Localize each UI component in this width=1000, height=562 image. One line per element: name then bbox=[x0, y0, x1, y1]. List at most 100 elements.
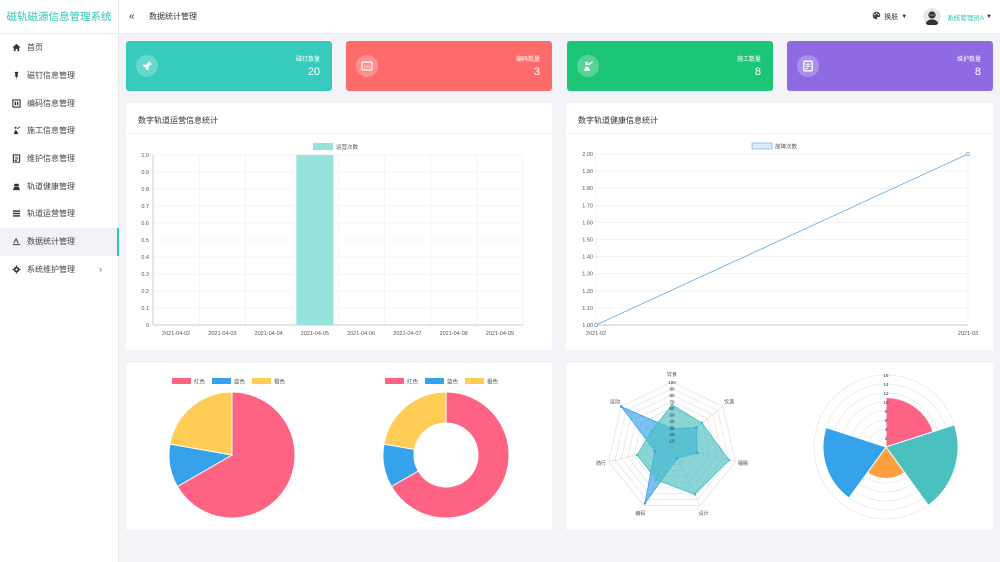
r-tick-label: 10 bbox=[883, 400, 889, 405]
axis-label: 睡眠 bbox=[738, 460, 748, 467]
y-tick-label: 2.00 bbox=[582, 152, 593, 158]
stat-card-pins[interactable]: 磁钉数量 20 bbox=[126, 41, 332, 91]
x-tick-label: 2021-04-09 bbox=[486, 331, 514, 337]
sidebar-item-code[interactable]: 编码信息管理 bbox=[0, 89, 118, 117]
sidebar-item-statistics[interactable]: 数据统计管理 bbox=[0, 227, 119, 256]
radar-point bbox=[727, 458, 731, 462]
y-tick-label: 0.9 bbox=[141, 170, 149, 176]
construction-icon bbox=[11, 126, 21, 136]
x-tick-label: 2021-04-08 bbox=[440, 331, 468, 337]
stat-label: 编码数量 bbox=[515, 57, 540, 63]
legend-swatch bbox=[172, 378, 191, 384]
user-menu[interactable]: 系统管理员A ▼ bbox=[947, 12, 992, 22]
pie-slice bbox=[390, 391, 510, 519]
r-tick-label: 100 bbox=[668, 380, 676, 385]
code-icon bbox=[11, 98, 21, 108]
radar-point bbox=[676, 456, 679, 460]
r-tick-label: 70 bbox=[669, 400, 675, 405]
panel-radar-polar: 10 20 30 40 50 60 70 80 90 100 饮食 饮酒 睡眠 设计 编码 骑行 运动 2 4 6 8 1… bbox=[566, 363, 993, 530]
sidebar-item-label: 施工信息管理 bbox=[27, 126, 75, 136]
polar-segment bbox=[885, 424, 959, 506]
radar-point bbox=[650, 429, 653, 433]
skin-switch-button[interactable]: 换肤 ▼ bbox=[872, 11, 907, 22]
x-tick-label: 2021-04-04 bbox=[255, 331, 283, 337]
y-tick-label: 1.10 bbox=[582, 306, 593, 312]
axis-label: 骑行 bbox=[596, 460, 606, 467]
x-tick-label: 2021-02 bbox=[586, 331, 606, 337]
r-tick-label: 90 bbox=[669, 387, 675, 392]
radar-grid bbox=[608, 381, 736, 506]
legend-label: 运营次数 bbox=[336, 143, 359, 151]
legend-swatch bbox=[751, 142, 773, 150]
axis-label: 饮食 bbox=[667, 371, 677, 378]
r-tick-label: 40 bbox=[669, 419, 675, 424]
y-tick-label: 0.1 bbox=[141, 306, 149, 312]
r-tick-label: 16 bbox=[883, 373, 889, 378]
page-title: 数据统计管理 bbox=[149, 12, 197, 21]
pie-slice bbox=[176, 391, 296, 519]
chart-icon bbox=[11, 237, 21, 247]
y-tick-label: 0.4 bbox=[141, 255, 149, 261]
r-tick-label: 4 bbox=[885, 427, 888, 432]
radar-point bbox=[695, 426, 698, 429]
legend-label: 蓝色 bbox=[234, 378, 246, 386]
sidebar-item-construction[interactable]: 施工信息管理 bbox=[0, 117, 118, 145]
user-name: 系统管理员A bbox=[947, 14, 985, 22]
panel-title: 数字轨道健康信息统计 bbox=[578, 116, 658, 125]
x-tick-label: 2021-04-07 bbox=[393, 331, 421, 337]
y-tick-label: 0.8 bbox=[141, 187, 149, 193]
r-tick-label: 8 bbox=[885, 409, 888, 414]
radar-point bbox=[700, 421, 704, 425]
avatar[interactable] bbox=[923, 7, 942, 26]
radar-point bbox=[619, 405, 623, 408]
pin-icon bbox=[136, 55, 158, 77]
radar-point bbox=[643, 501, 647, 505]
maintenance-icon bbox=[797, 55, 819, 77]
sidebar-item-health[interactable]: 轨道健康管理 bbox=[0, 172, 118, 200]
y-tick-label: 0.7 bbox=[141, 204, 149, 210]
construction-icon bbox=[577, 55, 599, 77]
stat-value: 3 bbox=[533, 66, 540, 78]
r-tick-label: 6 bbox=[885, 418, 888, 423]
data-point bbox=[594, 323, 598, 327]
pie-slice bbox=[383, 391, 447, 451]
sidebar-item-operation[interactable]: 轨道运营管理 bbox=[0, 200, 118, 228]
legend-swatch bbox=[425, 378, 444, 384]
stat-value: 8 bbox=[974, 66, 981, 78]
divider bbox=[126, 133, 552, 134]
polar-segment bbox=[822, 426, 887, 499]
y-tick-label: 0.2 bbox=[141, 289, 149, 295]
operation-icon bbox=[11, 209, 21, 219]
legend-swatch bbox=[252, 378, 271, 384]
app-title: 磁轨磁源信息管理系统 bbox=[0, 0, 118, 34]
radar-point bbox=[670, 427, 674, 431]
stat-card-maintenance[interactable]: 维护数量 8 bbox=[787, 41, 993, 91]
y-tick-label: 1.00 bbox=[582, 323, 593, 329]
svg-text:123: 123 bbox=[364, 64, 371, 69]
polar-segment bbox=[885, 396, 934, 448]
r-tick-label: 20 bbox=[669, 432, 675, 437]
sidebar-item-pin[interactable]: 磁钉信息管理 bbox=[0, 62, 118, 90]
y-tick-label: 1.0 bbox=[141, 153, 149, 159]
sidebar-item-system[interactable]: 系统维护管理 › bbox=[0, 256, 118, 284]
code-icon: 123 bbox=[356, 55, 378, 77]
top-header: « 数据统计管理 换肤 ▼ 系统管理员A ▼ bbox=[119, 0, 1000, 34]
r-tick-label: 12 bbox=[883, 391, 889, 396]
sidebar-item-label: 轨道运营管理 bbox=[27, 209, 75, 219]
divider bbox=[566, 133, 993, 134]
radar-point bbox=[654, 478, 658, 482]
legend-swatch bbox=[212, 378, 231, 384]
stat-card-construction[interactable]: 施工数量 8 bbox=[567, 41, 773, 91]
y-tick-label: 1.40 bbox=[582, 255, 593, 261]
sidebar-item-maintenance[interactable]: 维护信息管理 bbox=[0, 145, 118, 173]
x-tick-label: 2021-04-02 bbox=[162, 331, 190, 337]
panel-health: 数字轨道健康信息统计 1.00 1.10 1.20 1.30 1.40 1.50 1.60 1… bbox=[566, 103, 993, 350]
pie-charts: 红色 蓝色 橙色 红色 蓝色 橙色 bbox=[168, 378, 510, 519]
sidebar-item-home[interactable]: 首页 bbox=[0, 34, 118, 62]
legend-swatch bbox=[313, 143, 333, 150]
collapse-sidebar-icon[interactable]: « bbox=[129, 11, 135, 22]
x-tick-label: 2021-03 bbox=[958, 331, 978, 337]
palette-icon bbox=[872, 11, 881, 22]
stat-card-codes[interactable]: 123 编码数量 3 bbox=[346, 41, 552, 91]
